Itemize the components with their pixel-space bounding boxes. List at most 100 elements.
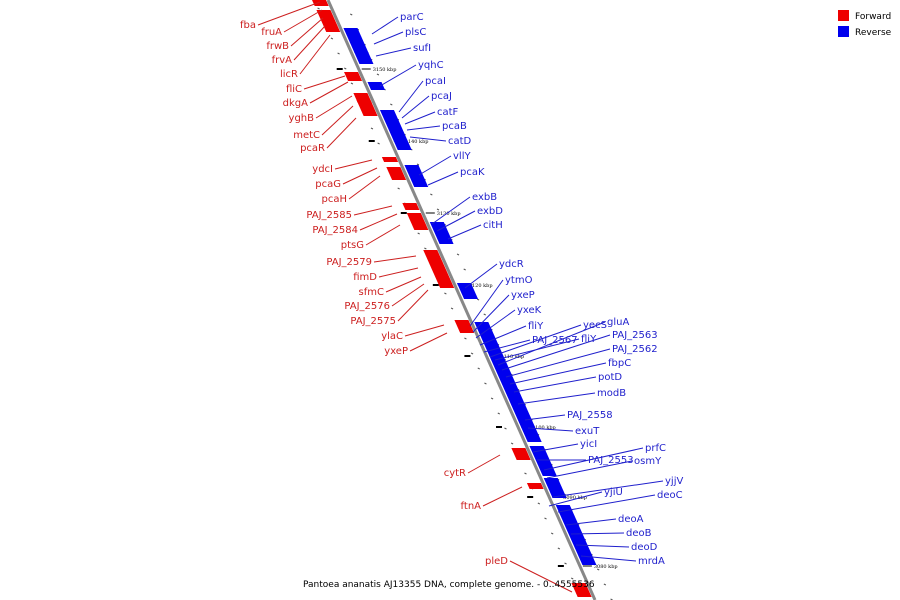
reverse-gene-label: osmY: [634, 456, 662, 467]
forward-gene-label: yxeP: [384, 346, 408, 357]
forward-gene-leader: [326, 117, 357, 149]
reverse-gene-leader: [501, 334, 611, 371]
reverse-gene-leader: [580, 555, 637, 562]
forward-gene-leader: [467, 454, 501, 474]
forward-gene-label: PAJ_2584: [312, 225, 358, 236]
reverse-gene-label: deoB: [626, 528, 652, 539]
reverse-gene-feature: [543, 478, 567, 498]
reverse-gene-feature: [555, 505, 597, 565]
minor-tick: [450, 307, 454, 310]
forward-gene-label: pleD: [485, 556, 508, 567]
reverse-gene-label: PAJ_2562: [612, 344, 658, 355]
forward-gene-label: frvA: [272, 55, 293, 66]
forward-gene-feature: [311, 0, 329, 6]
minor-tick: [430, 193, 433, 196]
reverse-gene-label: deoD: [631, 542, 658, 553]
minor-tick: [317, 7, 320, 10]
tick-label: 3150 kbp: [373, 67, 397, 73]
reverse-gene-leader: [436, 210, 476, 232]
forward-gene-leader: [299, 34, 331, 75]
forward-gene-label: ylaC: [381, 331, 403, 342]
forward-gene-leader: [315, 95, 353, 119]
minor-tick: [377, 142, 380, 145]
forward-gene-leader: [365, 224, 401, 246]
reverse-gene-label: ytmO: [505, 275, 533, 286]
reverse-gene-label: exbD: [477, 206, 503, 217]
forward-gene-label: ydcI: [312, 164, 333, 175]
legend-reverse-swatch: [838, 26, 849, 37]
reverse-gene-feature: [404, 165, 429, 187]
forward-gene-leader: [348, 175, 381, 200]
minor-tick: [484, 382, 487, 385]
reverse-gene-leader: [398, 80, 424, 113]
reverse-gene-feature: [367, 82, 386, 90]
forward-gene-leader: [321, 105, 354, 136]
reverse-gene-label: plsC: [405, 27, 426, 38]
reverse-gene-label: yicI: [580, 439, 597, 450]
reverse-gene-leader: [371, 16, 399, 35]
tick-label: 3110 kbp: [500, 354, 524, 360]
minor-tick: [477, 367, 480, 370]
reverse-gene-leader: [404, 111, 436, 125]
forward-gene-label: pcaH: [322, 194, 348, 205]
forward-gene-label: PAJ_2576: [344, 301, 390, 312]
reverse-gene-label: citH: [483, 220, 503, 231]
reverse-gene-leader: [532, 443, 579, 453]
minor-tick: [544, 517, 547, 520]
minor-tick: [510, 442, 514, 445]
gene-features: [311, 0, 597, 597]
reverse-gene-leader: [464, 263, 498, 289]
reverse-gene-label: parC: [400, 12, 424, 23]
forward-gene-label: pcaG: [315, 179, 341, 190]
minor-tick: [417, 232, 420, 235]
forward-gene-label: pcaR: [300, 143, 325, 154]
reverse-gene-leader: [406, 125, 441, 131]
reverse-gene-label: yqhC: [418, 60, 444, 71]
minor-tick: [603, 583, 607, 586]
forward-gene-label: dkgA: [283, 98, 308, 109]
forward-gene-feature: [402, 203, 420, 210]
forward-gene-leader: [290, 17, 324, 47]
reverse-gene-label: vllY: [453, 151, 471, 162]
forward-gene-leader: [359, 213, 398, 231]
reverse-gene-feature: [379, 110, 412, 150]
minor-tick: [444, 292, 447, 295]
forward-gene-leader: [409, 332, 448, 352]
reverse-gene-leader: [373, 31, 404, 45]
forward-gene-leader: [373, 255, 417, 263]
minor-tick: [436, 208, 440, 211]
reverse-gene-leader: [401, 95, 430, 119]
minor-tick: [463, 268, 466, 271]
minor-tick: [337, 52, 340, 55]
reverse-gene-leader: [497, 321, 606, 366]
reverse-gene-leader: [475, 309, 516, 339]
reverse-gene-feature: [429, 222, 454, 244]
minor-tick: [550, 532, 554, 535]
minor-tick: [464, 337, 467, 340]
reverse-gene-leader: [546, 460, 633, 479]
reverse-gene-label: exuT: [575, 426, 600, 437]
backbone-line: [326, 0, 597, 600]
reverse-gene-label: pcaB: [442, 121, 467, 132]
forward-gene-feature: [386, 167, 407, 180]
minor-tick: [350, 13, 353, 16]
reverse-gene-feature: [474, 322, 542, 442]
reverse-gene-label: fliY: [528, 321, 544, 332]
tick-label: 3140 kbp: [405, 139, 429, 145]
legend-forward-label: Forward: [855, 12, 891, 22]
reverse-gene-label: catF: [437, 107, 459, 118]
forward-gene-label: frwB: [266, 41, 289, 52]
legend: Forward Reverse: [838, 10, 892, 38]
forward-gene-feature: [423, 250, 455, 288]
reverse-gene-label: ydcR: [499, 259, 524, 270]
reverse-gene-leader: [483, 339, 531, 353]
reverse-gene-leader: [513, 376, 597, 393]
reverse-gene-label: catD: [448, 136, 472, 147]
reverse-gene-leader: [431, 196, 471, 225]
reverse-gene-label: yxeP: [511, 290, 535, 301]
minor-tick: [483, 313, 486, 316]
forward-gene-leader: [309, 81, 349, 104]
reverse-gene-label: pcaJ: [431, 91, 452, 102]
